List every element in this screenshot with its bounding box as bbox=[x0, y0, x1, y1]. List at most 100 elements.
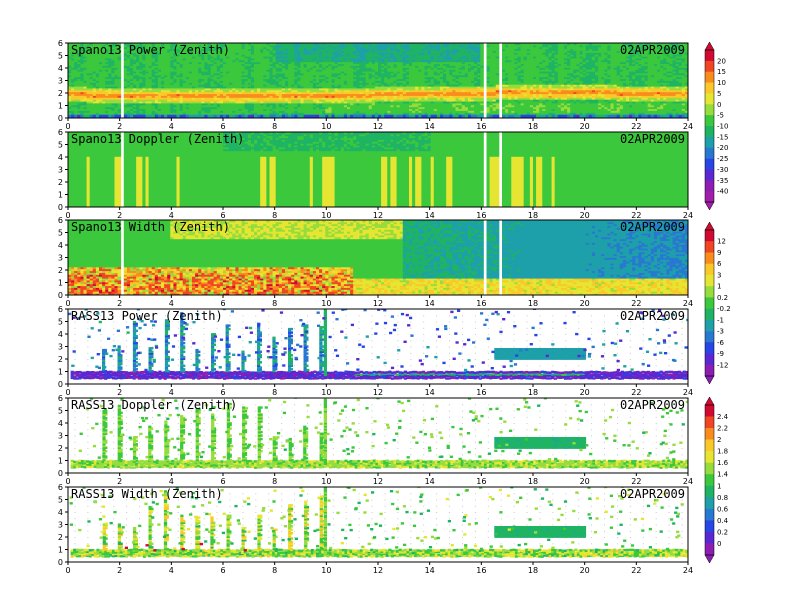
x-tick-label: 14 bbox=[425, 477, 435, 486]
colorbar-swatch bbox=[705, 136, 714, 149]
colorbar-swatch bbox=[705, 263, 714, 276]
x-tick-label: 6 bbox=[220, 299, 225, 308]
colorbar-swatch bbox=[705, 416, 714, 429]
x-tick-label: 10 bbox=[321, 388, 331, 397]
y-tick-label: 1 bbox=[58, 191, 63, 200]
x-tick-label: 20 bbox=[580, 122, 590, 131]
x-tick-label: 16 bbox=[476, 299, 486, 308]
colorbar-tick-label: -12 bbox=[717, 361, 728, 369]
heatmap-cells bbox=[70, 398, 688, 469]
colorbar-swatch bbox=[705, 439, 714, 452]
x-tick-label: 22 bbox=[631, 388, 641, 397]
colorbar-tick-label: 0.4 bbox=[717, 517, 729, 525]
y-tick-label: 3 bbox=[58, 254, 63, 263]
x-tick-label: 18 bbox=[528, 388, 538, 397]
y-tick-label: 1 bbox=[58, 102, 63, 111]
y-tick-label: 2 bbox=[58, 266, 63, 275]
x-tick-label: 8 bbox=[272, 299, 277, 308]
colorbar-swatch bbox=[705, 531, 714, 544]
x-tick-label: 0 bbox=[65, 211, 70, 220]
colorbar-tick-label: 0.2 bbox=[717, 528, 728, 536]
x-tick-label: 10 bbox=[321, 566, 331, 575]
y-tick-label: 4 bbox=[58, 508, 63, 517]
heatmap-cells bbox=[69, 487, 688, 558]
y-tick-label: 0 bbox=[58, 203, 63, 212]
y-tick-label: 5 bbox=[58, 496, 63, 505]
x-tick-label: 12 bbox=[373, 299, 383, 308]
y-tick-label: 1 bbox=[58, 457, 63, 466]
x-tick-label: 10 bbox=[321, 477, 331, 486]
colorbar-tick-label: 9 bbox=[717, 249, 721, 257]
y-tick-label: 3 bbox=[58, 432, 63, 441]
colorbar-tick-label: 1 bbox=[717, 283, 721, 291]
x-tick-label: 24 bbox=[683, 388, 693, 397]
colorbar-arrow-bottom bbox=[704, 375, 715, 385]
colorbar-swatch bbox=[705, 104, 714, 116]
colorbar-arrow-bottom bbox=[704, 554, 715, 564]
colorbar-tick-label: 2.4 bbox=[717, 413, 729, 421]
x-tick-label: 18 bbox=[528, 299, 538, 308]
x-tick-label: 22 bbox=[631, 566, 641, 575]
x-tick-label: 6 bbox=[220, 388, 225, 397]
y-tick-label: 3 bbox=[58, 343, 63, 352]
y-tick-label: 4 bbox=[58, 153, 63, 162]
colorbar-tick-label: -3 bbox=[717, 328, 724, 336]
y-tick-label: 6 bbox=[58, 394, 63, 403]
panel-date: 02APR2009 bbox=[620, 398, 685, 412]
x-tick-label: 8 bbox=[272, 477, 277, 486]
colorbar-swatch bbox=[705, 451, 714, 463]
x-tick-label: 14 bbox=[425, 299, 435, 308]
x-tick-label: 2 bbox=[117, 122, 122, 131]
y-tick-label: 2 bbox=[58, 89, 63, 98]
x-tick-label: 14 bbox=[425, 211, 435, 220]
y-tick-label: 1 bbox=[58, 279, 63, 288]
colorbar-swatch bbox=[705, 364, 714, 377]
colorbar-swatch bbox=[705, 252, 714, 264]
y-tick-label: 5 bbox=[58, 407, 63, 416]
x-tick-label: 12 bbox=[373, 477, 383, 486]
x-tick-label: 12 bbox=[373, 566, 383, 575]
colorbar-tick-label: -40 bbox=[717, 188, 728, 196]
x-tick-label: 20 bbox=[580, 566, 590, 575]
colorbar-swatch bbox=[705, 405, 714, 417]
y-tick-label: 0 bbox=[58, 558, 63, 567]
x-tick-label: 8 bbox=[272, 211, 277, 220]
x-tick-label: 10 bbox=[321, 211, 331, 220]
panel-title: RASS13 Width (Zenith) bbox=[71, 487, 223, 501]
y-tick-label: 6 bbox=[58, 128, 63, 137]
x-tick-label: 0 bbox=[65, 388, 70, 397]
colorbar-swatch bbox=[705, 191, 714, 203]
colorbar-swatch bbox=[705, 274, 714, 287]
x-tick-label: 4 bbox=[169, 122, 174, 131]
x-tick-label: 0 bbox=[65, 122, 70, 131]
y-tick-label: 4 bbox=[58, 419, 63, 428]
x-tick-label: 4 bbox=[169, 566, 174, 575]
colorbar-tick-label: -25 bbox=[717, 155, 728, 163]
colorbar-3: 2.4 2.2 2 1.8 1.6 1.4 1 0.8 0.6 0.4 0.2 0 bbox=[704, 396, 729, 564]
x-tick-label: 24 bbox=[683, 122, 693, 131]
colorbar-swatch bbox=[705, 50, 714, 62]
x-tick-label: 22 bbox=[631, 122, 641, 131]
colorbar-swatch bbox=[705, 462, 714, 475]
colorbar-tick-label: -9 bbox=[717, 350, 724, 358]
colorbar-swatch bbox=[705, 230, 714, 242]
y-tick-label: 4 bbox=[58, 330, 63, 339]
y-tick-label: 6 bbox=[58, 305, 63, 314]
x-tick-label: 14 bbox=[425, 566, 435, 575]
y-tick-label: 3 bbox=[58, 521, 63, 530]
x-tick-label: 18 bbox=[528, 211, 538, 220]
x-tick-label: 22 bbox=[631, 477, 641, 486]
x-tick-label: 24 bbox=[683, 211, 693, 220]
panel-date: 02APR2009 bbox=[620, 487, 685, 501]
colorbar-swatch bbox=[705, 93, 714, 105]
colorbar-swatch bbox=[705, 180, 714, 192]
colorbar-tick-label: -15 bbox=[717, 133, 728, 141]
x-tick-label: 2 bbox=[117, 211, 122, 220]
y-tick-label: 5 bbox=[58, 141, 63, 150]
heatmap-cells bbox=[68, 132, 688, 207]
panel-title: RASS13 Doppler (Zenith) bbox=[71, 398, 237, 412]
